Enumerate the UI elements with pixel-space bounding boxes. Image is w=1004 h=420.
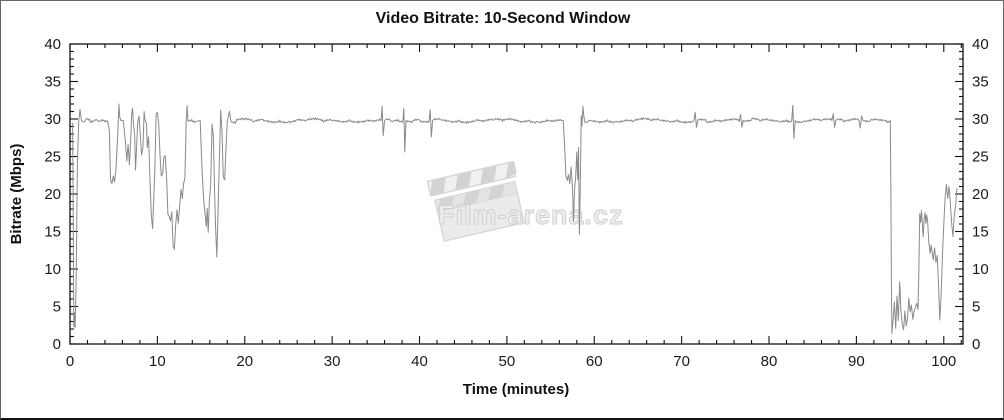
x-tick-label: 30 (324, 353, 341, 370)
x-tick-label: 0 (66, 353, 74, 370)
y-tick-label-right: 0 (972, 336, 980, 353)
y-tick-label-right: 40 (972, 36, 989, 53)
x-tick-label: 60 (586, 353, 603, 370)
x-tick-label: 50 (499, 353, 516, 370)
y-tick-label-left: 5 (53, 299, 61, 316)
y-tick-label-right: 5 (972, 299, 980, 316)
y-tick-label-left: 15 (44, 224, 61, 241)
y-tick-label-left: 40 (44, 36, 61, 53)
y-tick-label-right: 20 (972, 186, 989, 203)
y-tick-label-right: 15 (972, 224, 989, 241)
y-tick-label-right: 10 (972, 261, 989, 278)
bitrate-trace (72, 103, 958, 334)
y-tick-label-left: 0 (53, 336, 61, 353)
y-tick-label-left: 25 (44, 149, 61, 166)
x-tick-label: 80 (761, 353, 778, 370)
y-axis-label: Bitrate (Mbps) (8, 144, 25, 245)
clapperboard-icon (426, 160, 526, 242)
y-tick-label-right: 35 (972, 74, 989, 91)
y-tick-label-left: 10 (44, 261, 61, 278)
watermark-text: Film-arena.cz (438, 200, 624, 230)
x-tick-label: 100 (931, 353, 956, 370)
chart-title: Video Bitrate: 10-Second Window (376, 10, 631, 27)
y-tick-label-left: 35 (44, 74, 61, 91)
x-tick-label: 40 (411, 353, 428, 370)
y-tick-label-right: 30 (972, 111, 989, 128)
y-tick-label-right: 25 (972, 149, 989, 166)
x-tick-label: 90 (848, 353, 865, 370)
x-axis-label: Time (minutes) (463, 381, 569, 398)
x-tick-label: 20 (236, 353, 253, 370)
x-tick-label: 70 (673, 353, 690, 370)
y-tick-label-left: 20 (44, 186, 61, 203)
y-tick-label-left: 30 (44, 111, 61, 128)
x-tick-label: 10 (149, 353, 166, 370)
watermark: Film-arena.cz (426, 160, 624, 242)
